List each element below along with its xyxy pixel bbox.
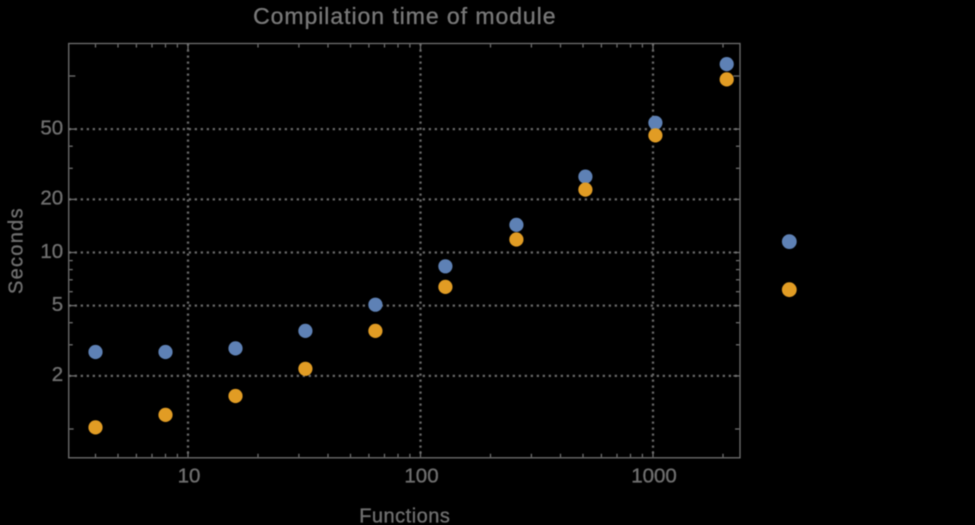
svg-text:20: 20 [40,187,63,210]
svg-text:1000: 1000 [631,465,677,488]
svg-text:10: 10 [178,465,201,488]
svg-text:50: 50 [40,116,63,139]
svg-text:2: 2 [52,363,63,386]
svg-text:Compilation time of module: Compilation time of module [253,3,556,29]
svg-text:100: 100 [404,465,438,488]
svg-text:5: 5 [52,293,63,316]
svg-text:Functions: Functions [359,506,450,525]
svg-text:10: 10 [40,240,63,263]
svg-text:Seconds: Seconds [5,207,27,294]
